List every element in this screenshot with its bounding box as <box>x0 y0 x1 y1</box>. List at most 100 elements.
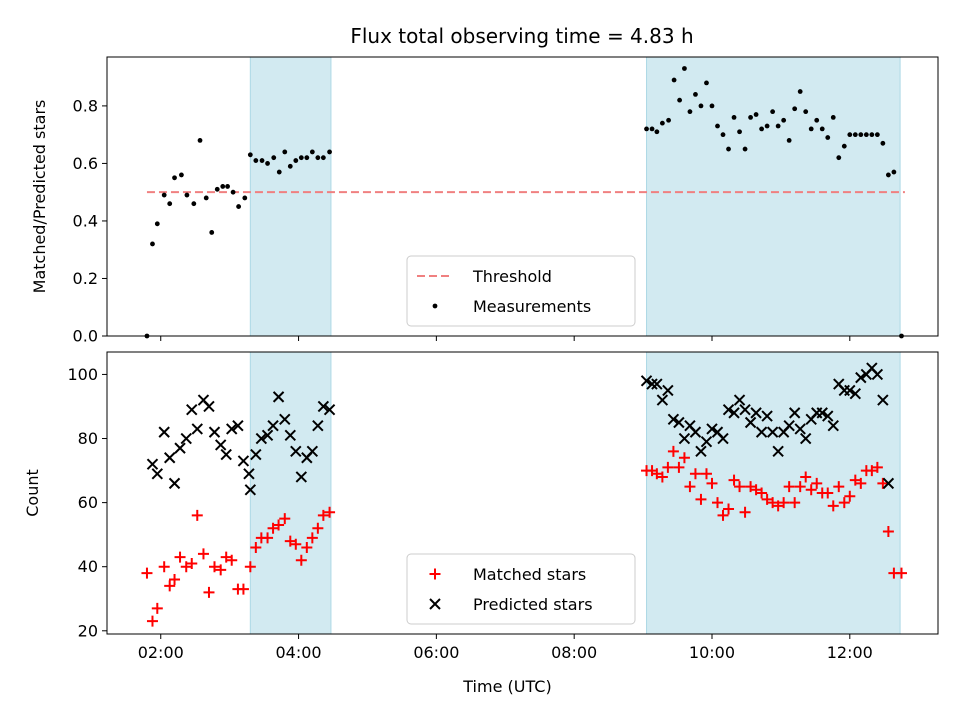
matched-point <box>789 497 801 509</box>
predicted-point <box>739 403 751 416</box>
measurement-point <box>742 146 748 152</box>
matched-point <box>895 567 907 579</box>
matched-point <box>800 471 812 483</box>
measurement-points <box>144 66 904 339</box>
matched-point <box>745 481 757 493</box>
measurement-point <box>649 126 655 132</box>
matched-point <box>186 558 198 569</box>
predicted-point <box>656 394 669 406</box>
measurement-point <box>770 109 776 115</box>
predicted-point <box>640 375 653 387</box>
measurement-point <box>759 126 765 132</box>
matched-point <box>882 525 894 537</box>
predicted-point <box>678 432 691 445</box>
measurement-point <box>304 155 310 161</box>
matched-point <box>855 477 867 489</box>
count-legend: Matched stars Predicted stars <box>406 553 636 625</box>
measurement-point <box>315 155 321 161</box>
observing-interval-shade <box>249 56 332 337</box>
measurement-point <box>748 115 753 120</box>
matched-point <box>838 497 850 509</box>
predicted-point <box>717 432 729 445</box>
measurement-point <box>874 132 880 138</box>
matched-point <box>678 452 690 464</box>
measurement-point <box>693 91 698 97</box>
y-tick-label: 0.8 <box>73 96 98 115</box>
x-tick-label: 10:00 <box>689 643 735 662</box>
predicted-point <box>295 471 308 483</box>
predicted-point <box>755 426 768 438</box>
measurement-point <box>753 112 759 117</box>
predicted-point <box>662 384 674 397</box>
predicted-point <box>673 416 685 429</box>
x-tick-label: 06:00 <box>413 643 459 662</box>
predicted-point <box>279 413 291 426</box>
measurement-point <box>179 172 184 178</box>
predicted-point <box>799 432 812 445</box>
measurement-point <box>247 152 253 158</box>
measurement-point <box>869 132 875 138</box>
measurement-point <box>161 192 167 198</box>
matched-point <box>794 481 806 493</box>
matched-point <box>706 477 718 489</box>
predicted-point <box>163 452 176 464</box>
measurement-point <box>677 97 683 103</box>
measurement-point <box>720 132 726 138</box>
measurement-point <box>814 117 820 123</box>
matched-point <box>849 474 861 486</box>
matched-point <box>197 548 209 560</box>
predicted-point <box>871 368 884 381</box>
matched-point <box>700 468 712 480</box>
predicted-point <box>203 400 215 413</box>
measurement-point <box>786 138 792 143</box>
predicted-point <box>651 378 663 390</box>
predicted-point <box>255 432 268 445</box>
measurement-point <box>781 117 787 123</box>
measurement-point <box>184 192 190 198</box>
measurement-point <box>209 230 215 235</box>
matched-point <box>220 551 232 563</box>
matched-point <box>728 474 740 486</box>
y-tick-label: 0.2 <box>73 269 98 288</box>
matched-point <box>822 487 834 499</box>
predicted-point <box>208 426 221 438</box>
matched-point <box>811 477 823 489</box>
measurement-point <box>797 89 803 94</box>
x-tick-label: 04:00 <box>276 643 322 662</box>
matched-point <box>174 551 186 563</box>
measurement-point <box>852 132 858 138</box>
predicted-point <box>226 423 238 435</box>
y-tick-label: 20 <box>78 621 98 640</box>
predicted-point <box>750 407 762 419</box>
legend-label: Threshold <box>472 267 552 286</box>
matched-point <box>267 522 279 534</box>
matched-point <box>756 487 768 499</box>
predicted-point <box>827 419 839 432</box>
measurement-point <box>225 184 230 189</box>
count-panel: 20 40 60 80 100 02:00 04:00 06:00 08:00 10:00 12:… <box>23 351 939 696</box>
matched-point <box>226 554 238 566</box>
measurement-point <box>880 140 886 146</box>
measurement-point <box>764 123 770 129</box>
predicted-point <box>250 448 262 461</box>
predicted-point <box>689 426 702 438</box>
predicted-point <box>272 391 285 403</box>
predicted-point <box>855 371 867 384</box>
matched-point <box>750 484 762 496</box>
count-shaded-intervals <box>249 351 901 635</box>
matched-point <box>739 506 751 518</box>
matched-point <box>312 522 324 534</box>
predicted-point <box>788 407 801 419</box>
predicted-point <box>317 400 330 413</box>
matched-point <box>844 490 856 502</box>
measurement-point <box>808 126 814 132</box>
matched-point <box>295 554 307 566</box>
measurement-point <box>287 163 293 169</box>
matched-point <box>279 513 291 525</box>
measurement-point <box>298 155 304 161</box>
measurement-point <box>191 201 197 207</box>
measurement-point <box>644 126 649 132</box>
matched-point <box>169 574 181 586</box>
measurement-point <box>666 117 671 123</box>
